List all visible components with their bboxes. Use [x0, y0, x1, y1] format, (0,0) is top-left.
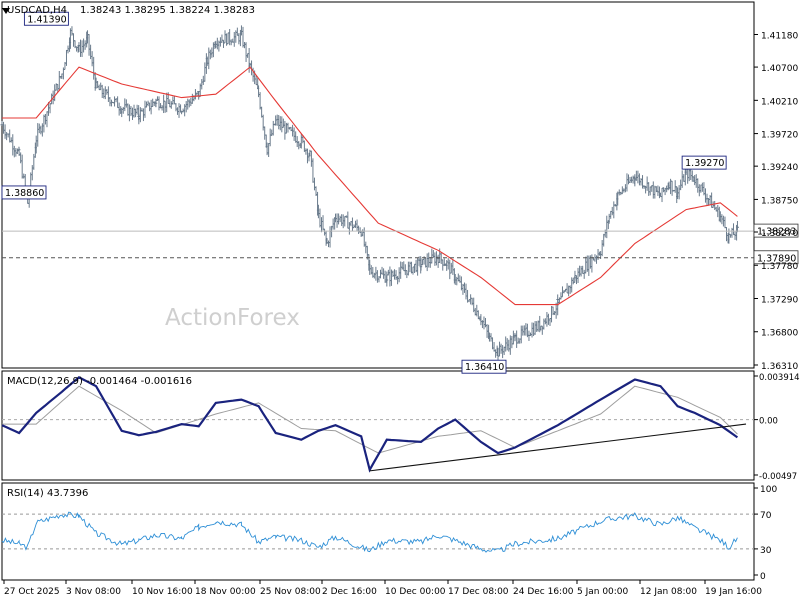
macd-tick-label: -0.00497 — [759, 472, 797, 482]
support-price-label-text: 1.37890 — [757, 253, 796, 264]
price-tick-label: 1.39240 — [761, 163, 798, 173]
current-price-label-text: 1.38283 — [757, 227, 796, 238]
price-tick-label: 1.40210 — [761, 97, 798, 107]
price-tick-label: 1.41180 — [761, 32, 798, 42]
rsi-tick-label: 70 — [760, 511, 772, 521]
support-price-label-box — [753, 250, 799, 265]
macd-title: MACD(12,26,9) -0.001464 -0.001616 — [7, 376, 192, 387]
menu-triangle-icon[interactable] — [2, 8, 10, 14]
swing-label-box — [681, 155, 727, 170]
ohlc-bar — [735, 221, 739, 233]
x-tick-label: 10 Dec 00:00 — [385, 587, 446, 597]
x-tick-label: 24 Dec 16:00 — [513, 587, 574, 597]
price-chart-title: USDCAD,H4 — [7, 5, 67, 16]
swing-label-text: 1.39270 — [685, 158, 724, 169]
swing-label-text: 1.36410 — [465, 362, 504, 373]
swing-label: 1.39270 — [681, 155, 727, 170]
x-tick-label: 18 Nov 00:00 — [195, 587, 256, 597]
macd-line — [1, 375, 739, 473]
x-tick-label: 27 Oct 2025 — [4, 587, 60, 597]
x-tick-label: 5 Jan 00:00 — [577, 587, 629, 597]
price-tick-label: 1.38750 — [761, 196, 798, 206]
price-tick-label: 1.39720 — [761, 131, 798, 141]
swing-label-box — [461, 359, 507, 374]
price-tick-label: 1.36310 — [761, 362, 798, 372]
x-tick-label: 17 Dec 08:00 — [448, 587, 509, 597]
macd-signal-line — [2, 385, 738, 454]
moving-average-line — [2, 66, 738, 306]
rsi-tick-label: 30 — [760, 546, 772, 556]
price-pane-frame — [1, 1, 755, 369]
x-tick-label: 25 Nov 08:00 — [260, 587, 321, 597]
price-tick-label: 1.40700 — [761, 64, 798, 74]
price-tick-label: 1.37290 — [761, 295, 798, 305]
price-tick-label: 1.37780 — [761, 262, 798, 272]
x-tick-label: 19 Jan 16:00 — [705, 587, 762, 597]
rsi-pane-frame — [1, 482, 755, 581]
ohlc-readout: 1.38243 1.38295 1.38224 1.38283 — [80, 5, 255, 16]
swing-label-text: 1.38860 — [5, 188, 44, 199]
rsi-tick-label: 0 — [760, 572, 766, 582]
current-price-label: 1.38283 — [753, 223, 799, 238]
support-price-label: 1.37890 — [753, 250, 799, 265]
current-price-label-box — [753, 223, 799, 238]
swing-label-box — [1, 185, 47, 200]
swing-label: 1.38860 — [1, 185, 47, 200]
swing-label: 1.36410 — [461, 359, 507, 374]
swing-label-text: 1.41390 — [27, 14, 66, 25]
swing-label-box — [23, 11, 69, 26]
price-tick-label: 1.38270 — [761, 229, 798, 239]
watermark: ActionForex — [165, 305, 300, 331]
price-tick-label: 1.36800 — [761, 329, 798, 339]
swing-label: 1.41390 — [23, 11, 69, 26]
x-tick-label: 10 Nov 16:00 — [132, 587, 193, 597]
x-tick-label: 2 Dec 16:00 — [322, 587, 377, 597]
x-tick-label: 12 Jan 08:00 — [640, 587, 697, 597]
x-tick-label: 3 Nov 08:00 — [66, 587, 121, 597]
macd-trendline — [369, 423, 747, 472]
macd-tick-label: 0.003914 — [759, 373, 800, 383]
rsi-line — [1, 511, 738, 553]
macd-tick-label: 0.00 — [759, 417, 778, 427]
rsi-title: RSI(14) 43.7396 — [7, 488, 88, 499]
rsi-tick-label: 100 — [760, 485, 777, 495]
